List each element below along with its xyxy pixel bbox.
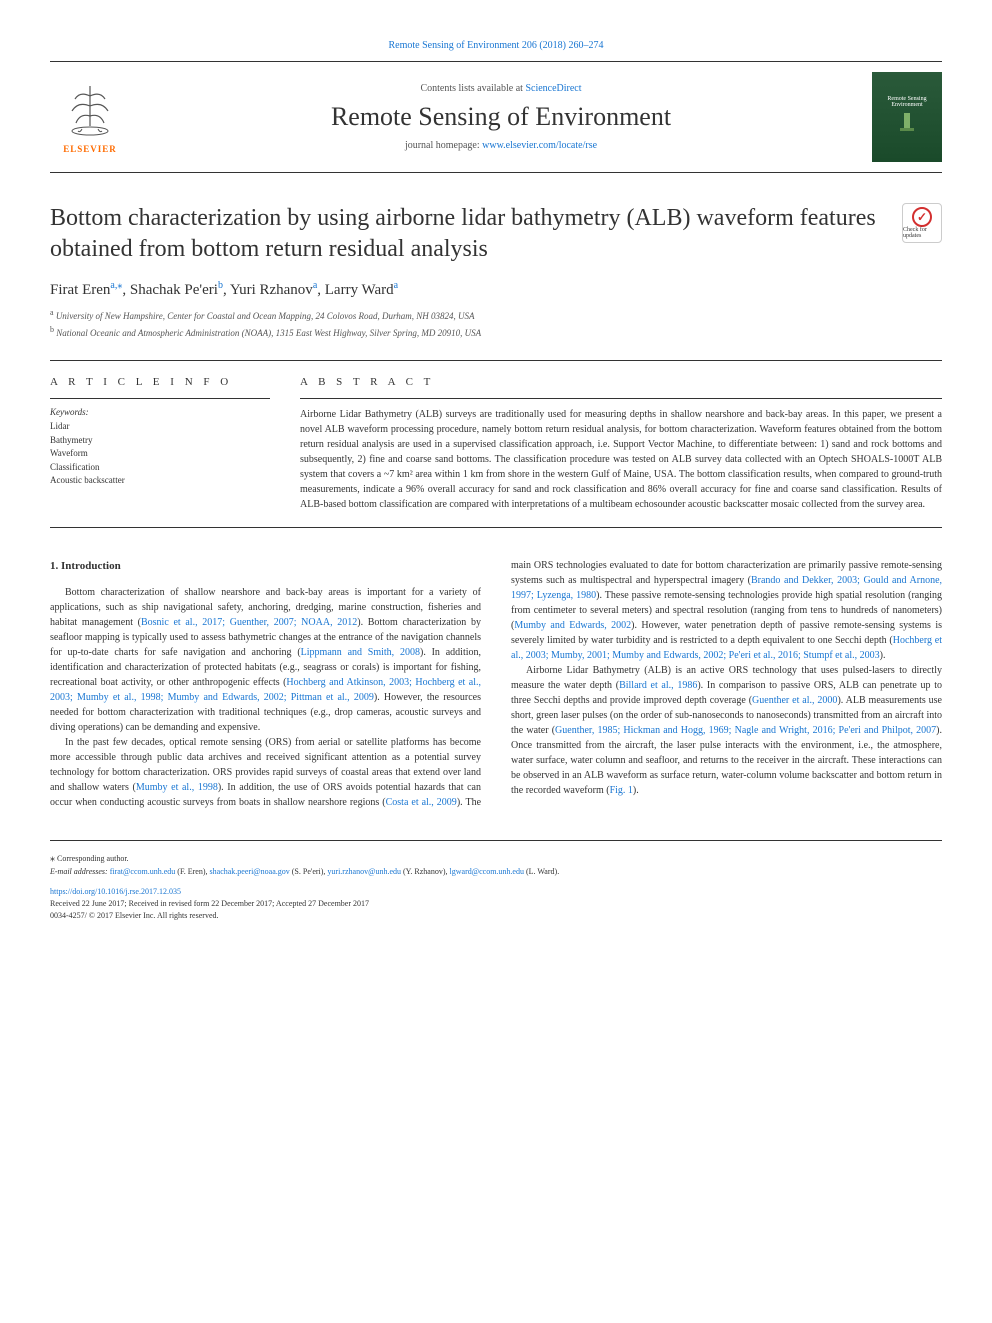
check-circle-icon: ✓	[912, 207, 932, 227]
keyword-2: Waveform	[50, 447, 270, 461]
article-info-heading: A R T I C L E I N F O	[50, 376, 270, 388]
email-1[interactable]: shachak.peeri@noaa.gov	[210, 867, 290, 876]
keyword-3: Classification	[50, 461, 270, 475]
elsevier-tree-icon	[60, 81, 120, 141]
email-3[interactable]: lgward@ccom.unh.edu	[450, 867, 524, 876]
header-citation-link[interactable]: Remote Sensing of Environment 206 (2018)…	[389, 40, 604, 51]
p3-fig-1[interactable]: Fig. 1	[610, 785, 633, 796]
contents-line: Contents lists available at ScienceDirec…	[130, 83, 872, 94]
corr-marker-icon: ⁎	[50, 853, 55, 864]
author-3-name: Larry Ward	[325, 282, 394, 298]
doi-link[interactable]: https://doi.org/10.1016/j.rse.2017.12.03…	[50, 887, 181, 896]
info-abstract-row: A R T I C L E I N F O Keywords: Lidar Ba…	[50, 360, 942, 528]
email-2-who: (Y. Rzhanov)	[403, 867, 446, 876]
section-title: Introduction	[61, 560, 121, 572]
issn-copyright: 0034-4257/ © 2017 Elsevier Inc. All righ…	[50, 910, 942, 922]
journal-name: Remote Sensing of Environment	[130, 102, 872, 132]
p2-ref-1[interactable]: Mumby et al., 1998	[136, 782, 218, 793]
homepage-link[interactable]: www.elsevier.com/locate/rse	[482, 140, 597, 151]
keyword-0: Lidar	[50, 420, 270, 434]
affil-a-text: University of New Hampshire, Center for …	[56, 311, 475, 321]
abstract-heading: A B S T R A C T	[300, 376, 942, 388]
p3-post: ).	[633, 785, 639, 796]
author-3-sup[interactable]: a	[394, 280, 398, 291]
check-badge-label: Check for updates	[903, 227, 941, 239]
keyword-4: Acoustic backscatter	[50, 474, 270, 488]
article-info-column: A R T I C L E I N F O Keywords: Lidar Ba…	[50, 376, 270, 512]
elsevier-text: ELSEVIER	[63, 144, 117, 154]
p3-ref-1[interactable]: Billard et al., 1986	[619, 680, 697, 691]
p2-ref-2[interactable]: Costa et al., 2009	[386, 797, 457, 808]
keywords-label: Keywords:	[50, 407, 270, 417]
author-2-name: Yuri Rzhanov	[230, 282, 313, 298]
affil-b-sup: b	[50, 325, 54, 334]
journal-cover-thumbnail: Remote Sensing Environment	[872, 72, 942, 162]
email-2[interactable]: yuri.rzhanov@unh.edu	[327, 867, 401, 876]
section-number: 1.	[50, 560, 58, 572]
affiliation-a: a University of New Hampshire, Center fo…	[50, 307, 942, 324]
author-3: Larry Warda	[325, 282, 398, 298]
corr-label: Corresponding author.	[57, 854, 129, 863]
article-title: Bottom characterization by using airborn…	[50, 203, 882, 265]
keyword-1: Bathymetry	[50, 434, 270, 448]
title-row: Bottom characterization by using airborn…	[50, 203, 942, 265]
elsevier-logo: ELSEVIER	[50, 72, 130, 162]
author-2-sup[interactable]: a	[313, 280, 317, 291]
p1-ref-1[interactable]: Bosnic et al., 2017; Guenther, 2007; NOA…	[141, 617, 357, 628]
p2-post: ).	[880, 650, 886, 661]
body-p1: Bottom characterization of shallow nears…	[50, 585, 481, 735]
affiliation-b: b National Oceanic and Atmospheric Admin…	[50, 324, 942, 341]
cover-text: Remote Sensing Environment	[876, 96, 938, 108]
corresponding-author: ⁎ Corresponding author.	[50, 851, 942, 866]
author-1-sup[interactable]: b	[218, 280, 223, 291]
p1-ref-2[interactable]: Lippmann and Smith, 2008	[301, 647, 420, 658]
abstract-text: Airborne Lidar Bathymetry (ALB) surveys …	[300, 407, 942, 512]
author-0-corr[interactable]: ⁎	[117, 280, 122, 291]
author-0-name: Firat Eren	[50, 282, 110, 298]
affil-b-text: National Oceanic and Atmospheric Adminis…	[56, 328, 481, 338]
affiliations: a University of New Hampshire, Center fo…	[50, 307, 942, 340]
author-2: Yuri Rzhanova	[230, 282, 317, 298]
body-content: 1. Introduction Bottom characterization …	[50, 558, 942, 810]
homepage-line: journal homepage: www.elsevier.com/locat…	[130, 140, 872, 151]
author-1-name: Shachak Pe'eri	[130, 282, 218, 298]
sciencedirect-link[interactable]: ScienceDirect	[525, 83, 581, 94]
homepage-prefix: journal homepage:	[405, 140, 482, 151]
doi-line: https://doi.org/10.1016/j.rse.2017.12.03…	[50, 886, 942, 898]
received-line: Received 22 June 2017; Received in revis…	[50, 898, 942, 910]
email-label: E-mail addresses:	[50, 867, 108, 876]
check-updates-badge[interactable]: ✓ Check for updates	[902, 203, 942, 243]
author-0: Firat Erena,⁎	[50, 282, 122, 298]
affil-a-sup: a	[50, 308, 54, 317]
email-1-who: (S. Pe'eri)	[292, 867, 324, 876]
cover-graphic-icon	[892, 108, 922, 138]
author-1: Shachak Pe'erib	[130, 282, 223, 298]
keywords-list: Lidar Bathymetry Waveform Classification…	[50, 420, 270, 488]
email-addresses: E-mail addresses: firat@ccom.unh.edu (F.…	[50, 866, 942, 878]
footer: ⁎ Corresponding author. E-mail addresses…	[50, 840, 942, 922]
p3-ref-2[interactable]: Guenther et al., 2000	[752, 695, 837, 706]
contents-prefix: Contents lists available at	[420, 83, 525, 94]
p3-ref-3[interactable]: Guenther, 1985; Hickman and Hogg, 1969; …	[555, 725, 936, 736]
masthead: ELSEVIER Contents lists available at Sci…	[50, 61, 942, 173]
body-p3: Airborne Lidar Bathymetry (ALB) is an ac…	[511, 663, 942, 798]
abstract-column: A B S T R A C T Airborne Lidar Bathymetr…	[300, 376, 942, 512]
email-0-who: (F. Eren)	[177, 867, 205, 876]
email-3-who: (L. Ward)	[526, 867, 557, 876]
email-0[interactable]: firat@ccom.unh.edu	[110, 867, 176, 876]
section-1-heading: 1. Introduction	[50, 558, 481, 575]
authors-line: Firat Erena,⁎, Shachak Pe'erib, Yuri Rzh…	[50, 280, 942, 299]
header-citation: Remote Sensing of Environment 206 (2018)…	[50, 40, 942, 51]
masthead-center: Contents lists available at ScienceDirec…	[130, 83, 872, 151]
p2-ref-4[interactable]: Mumby and Edwards, 2002	[514, 620, 631, 631]
